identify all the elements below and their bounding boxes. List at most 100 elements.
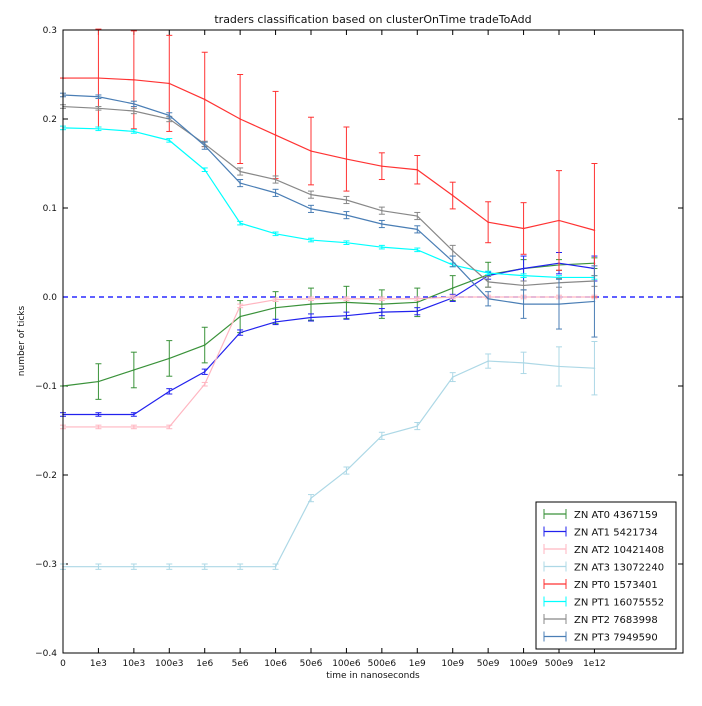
x-tick-label: 100e3	[155, 659, 183, 669]
data-point	[451, 260, 454, 263]
data-point	[451, 194, 454, 197]
data-point	[310, 497, 312, 499]
data-point	[310, 239, 312, 241]
x-tick-label: 10e9	[441, 659, 464, 669]
x-tick-label: 1e6	[196, 659, 213, 669]
data-point	[487, 272, 489, 274]
data-point	[522, 284, 525, 287]
data-point	[310, 303, 312, 305]
x-tick-label: 100e9	[509, 659, 538, 669]
data-point	[133, 110, 135, 112]
data-point	[310, 297, 312, 300]
legend-box	[535, 501, 677, 650]
data-point	[416, 228, 419, 231]
legend-label: ZN AT3 13072240	[574, 563, 664, 574]
series-line	[63, 262, 595, 416]
data-point	[345, 214, 348, 216]
data-point	[310, 316, 312, 319]
data-point	[97, 127, 100, 130]
series-group	[60, 28, 598, 298]
data-point	[203, 168, 206, 171]
x-tick-label: 50e9	[477, 659, 500, 669]
y-tick-label: 0.1	[43, 204, 57, 214]
y-tick-label: 0.2	[43, 115, 57, 125]
data-point	[168, 357, 171, 360]
data-point	[239, 222, 241, 224]
series-group	[60, 104, 598, 291]
y-tick-label: −0.2	[35, 471, 57, 481]
data-point	[381, 223, 383, 225]
data-point	[97, 413, 100, 416]
series-group	[60, 252, 598, 417]
y-tick-label: −0.4	[35, 649, 57, 659]
data-point	[168, 139, 171, 142]
legend-label: ZN PT0 1573401	[574, 580, 658, 591]
data-point	[239, 118, 241, 120]
data-point	[451, 296, 454, 298]
x-tick-label: 10e6	[264, 659, 287, 669]
data-point	[133, 130, 135, 133]
data-point	[203, 144, 206, 147]
data-point	[345, 469, 348, 472]
y-tick-label: 0.3	[43, 26, 57, 36]
data-point	[487, 221, 489, 224]
data-point	[345, 158, 348, 160]
data-point	[203, 370, 206, 373]
x-tick-label: 500e9	[545, 659, 574, 669]
legend: ZN AT0 4367159 ZN AT1 5421734 ZN AT2 10421…	[535, 501, 677, 650]
data-point	[274, 134, 277, 136]
data-point	[97, 107, 100, 110]
data-point	[558, 219, 560, 222]
data-point	[203, 344, 206, 346]
data-point	[345, 199, 348, 201]
data-point	[310, 150, 312, 152]
legend-label: ZN AT2 10421408	[574, 545, 664, 556]
data-point	[487, 297, 489, 300]
data-point	[274, 298, 277, 301]
data-point	[97, 95, 100, 98]
x-tick-label: 1e9	[409, 659, 426, 669]
data-point	[168, 82, 171, 85]
data-point	[97, 565, 100, 568]
data-point	[345, 314, 348, 317]
data-point	[558, 303, 560, 305]
data-point	[133, 565, 135, 568]
legend-label: ZN AT1 5421734	[574, 528, 658, 539]
data-point	[416, 168, 419, 171]
data-point	[451, 376, 454, 378]
x-axis-label: time in nanoseconds	[326, 671, 420, 681]
data-point	[168, 565, 171, 568]
data-point	[168, 390, 171, 393]
data-point	[345, 297, 348, 300]
data-point	[451, 249, 454, 252]
series-group	[60, 125, 598, 280]
data-point	[274, 178, 277, 181]
x-tick-label: 10e3	[122, 659, 145, 669]
data-point	[133, 413, 135, 416]
data-point	[593, 229, 596, 232]
data-point	[133, 103, 135, 105]
data-point	[381, 209, 383, 212]
data-point	[416, 425, 419, 427]
x-tick-label: 0	[60, 659, 66, 669]
data-point	[522, 267, 525, 270]
data-point	[416, 297, 419, 300]
data-point	[558, 365, 560, 368]
data-point	[416, 301, 419, 304]
y-tick-label: 0.0	[43, 293, 58, 303]
data-point	[310, 208, 312, 210]
data-point	[593, 300, 596, 303]
series-line	[63, 296, 595, 428]
series-line	[62, 105, 595, 287]
series-group	[60, 341, 598, 570]
legend-label: ZN AT0 4367159	[574, 510, 658, 521]
data-point	[345, 241, 348, 244]
x-tick-label: 500e6	[368, 659, 397, 669]
data-point	[133, 426, 135, 428]
y-tick-label: −0.1	[35, 382, 57, 392]
series-line	[62, 262, 595, 387]
series-group	[60, 92, 598, 338]
data-point	[203, 383, 206, 386]
data-point	[239, 565, 241, 568]
